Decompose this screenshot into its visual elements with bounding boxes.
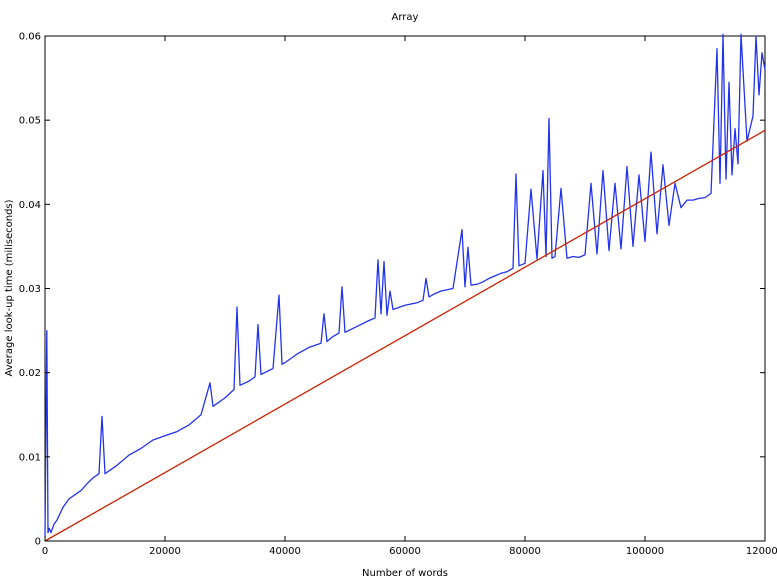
y-tick-label: 0.05	[19, 116, 41, 127]
x-tick-label: 100000	[626, 546, 664, 557]
x-tick-label: 20000	[149, 546, 181, 557]
series-layer	[44, 33, 766, 542]
series-line-0	[44, 33, 766, 537]
y-tick-label: 0.06	[19, 32, 41, 43]
y-tick-label: 0.01	[19, 452, 41, 463]
plot-frame	[44, 35, 766, 542]
x-tick-label: 0	[42, 546, 48, 557]
x-tick-label: 60000	[389, 546, 421, 557]
x-tick-label: 40000	[269, 546, 301, 557]
series-line-1	[44, 129, 766, 542]
y-tick-label: 0.04	[19, 200, 41, 211]
y-tick-label: 0	[35, 537, 41, 548]
chart-title: Array	[392, 12, 419, 23]
x-axis-label: Number of words	[362, 568, 448, 579]
y-axis-label: Average look-up time (miliseconds)	[4, 199, 15, 376]
x-tick-label: 80000	[509, 546, 541, 557]
y-tick-label: 0.02	[19, 368, 41, 379]
y-tick-label: 0.03	[19, 284, 41, 295]
